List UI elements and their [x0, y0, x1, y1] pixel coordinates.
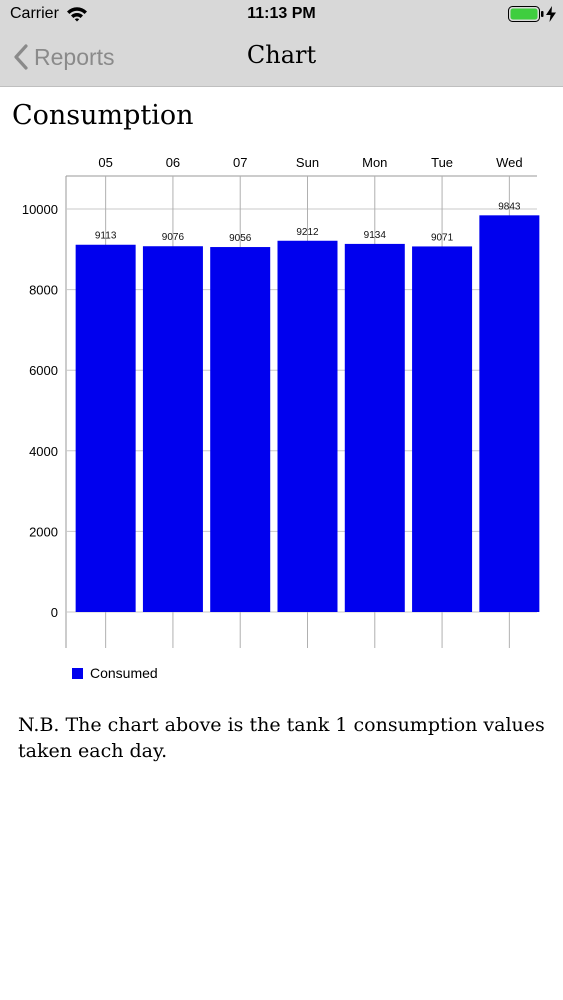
- chart-note: N.B. The chart above is the tank 1 consu…: [18, 714, 545, 762]
- bar-value-label: 9076: [162, 232, 185, 243]
- carrier-label: Carrier: [10, 5, 59, 22]
- bar-value-label: 9134: [364, 230, 387, 241]
- battery-icon: [508, 6, 544, 22]
- bar-value-label: 9113: [95, 231, 117, 242]
- bar-value-label: 9071: [431, 232, 454, 243]
- y-tick-label: 0: [51, 605, 58, 620]
- y-tick-label: 6000: [29, 363, 58, 378]
- bar: [75, 244, 136, 612]
- y-tick-label: 8000: [29, 283, 58, 298]
- x-tick-label: Tue: [431, 155, 453, 170]
- bar: [277, 240, 338, 612]
- legend-label: Consumed: [90, 665, 158, 681]
- nav-title: Chart: [246, 41, 317, 69]
- charging-bolt-icon: [546, 6, 556, 22]
- bar: [142, 246, 203, 613]
- bar: [210, 247, 271, 612]
- bar-value-label: 9843: [498, 201, 521, 212]
- y-tick-label: 2000: [29, 524, 58, 539]
- back-button-label: Reports: [34, 43, 115, 70]
- status-bar: Carrier 11:13 PM: [0, 0, 563, 28]
- bar-value-label: 9056: [229, 233, 252, 244]
- y-tick-label: 4000: [29, 444, 58, 459]
- back-button[interactable]: Reports: [14, 40, 115, 74]
- x-tick-label: Mon: [362, 155, 387, 170]
- x-tick-label: 06: [166, 155, 180, 170]
- x-tick-label: 05: [98, 155, 112, 170]
- chart-legend: Consumed: [72, 665, 158, 681]
- x-tick-label: Wed: [496, 155, 523, 170]
- chevron-left-icon: [14, 44, 28, 70]
- consumption-bar-chart: 0 2000 4000 6000 8000 10000 05 06 07 Sun Mon Tue Wed…: [22, 155, 540, 648]
- page-heading: Consumption: [12, 100, 194, 131]
- clock: 11:13 PM: [247, 5, 316, 22]
- navigation-bar: Reports Chart: [0, 28, 563, 87]
- bar: [344, 243, 405, 612]
- bar-value-label: 9212: [296, 227, 319, 238]
- wifi-icon: [67, 7, 87, 22]
- legend-swatch: [72, 667, 83, 679]
- bar: [412, 246, 473, 612]
- x-tick-label: 07: [233, 155, 247, 170]
- bar: [479, 215, 540, 613]
- y-tick-label: 10000: [22, 202, 58, 217]
- x-tick-label: Sun: [296, 155, 319, 170]
